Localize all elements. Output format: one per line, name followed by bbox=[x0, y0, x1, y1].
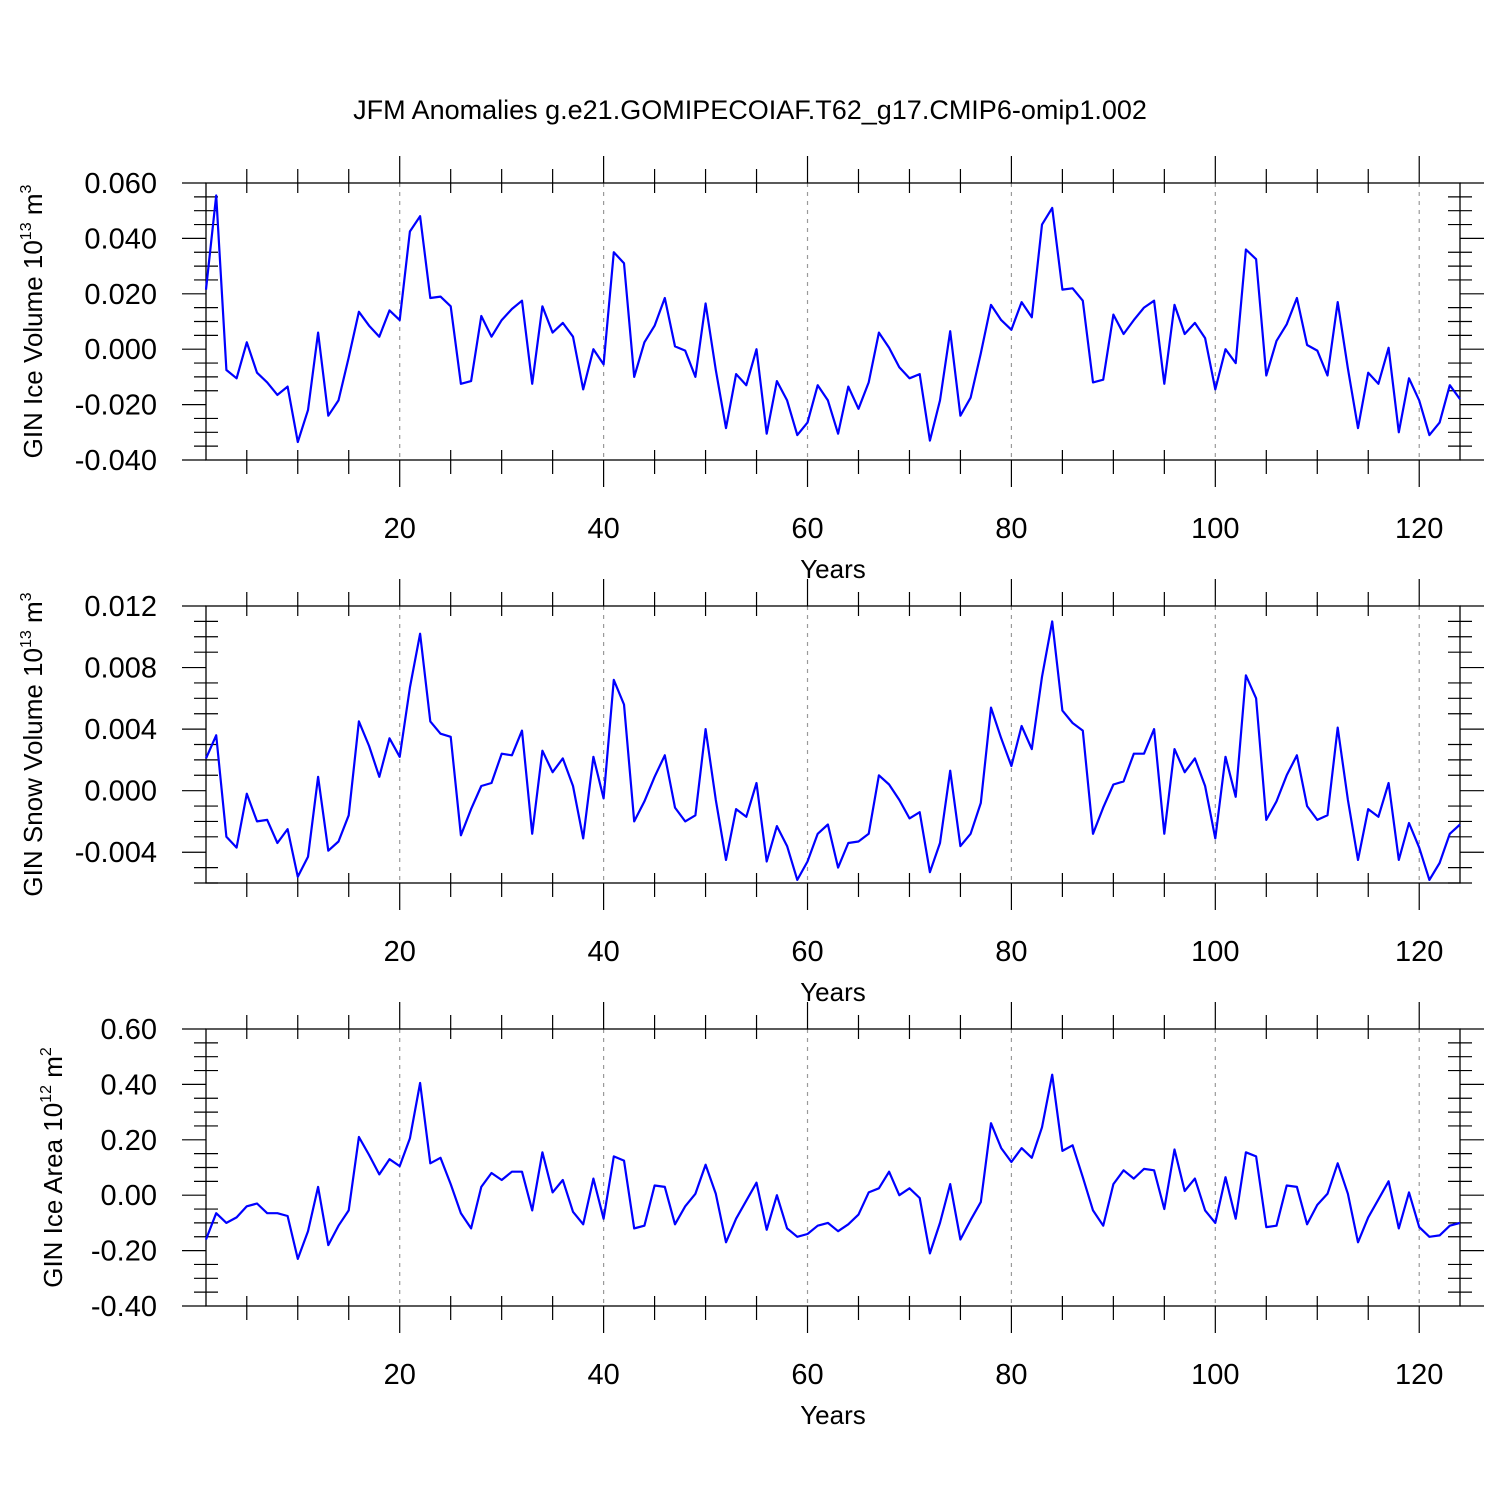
y-tick-label: 0.000 bbox=[84, 334, 157, 366]
panel-3: 20 40 60 80 100 120 -0.40 -0.20 0.00 0.20 0.40 0.60… bbox=[38, 1002, 1484, 1430]
y-tick-label: 0.40 bbox=[101, 1069, 157, 1101]
x-tick-label: 40 bbox=[587, 936, 619, 968]
y-tick-label: 0.008 bbox=[84, 653, 157, 685]
y-axis-label: GIN Snow Volume 1013 m3 bbox=[18, 592, 48, 896]
y-tick-label: 0.20 bbox=[101, 1125, 157, 1157]
series-line bbox=[204, 194, 1461, 444]
x-tick-label: 40 bbox=[587, 513, 619, 545]
y-tick-label: 0.012 bbox=[84, 591, 157, 623]
x-tick-label: 80 bbox=[995, 513, 1027, 545]
x-tick-label: 20 bbox=[384, 936, 416, 968]
x-tick-label: 80 bbox=[995, 936, 1027, 968]
x-tick-label: 20 bbox=[384, 513, 416, 545]
series-line bbox=[204, 1073, 1461, 1261]
panel-1: 20 40 60 80 100 120 -0.040 -0.020 0.000 0.020 0.04… bbox=[18, 156, 1484, 584]
y-axis-label: GIN Ice Area 1012 m2 bbox=[38, 1047, 68, 1288]
series-line bbox=[204, 620, 1461, 882]
x-tick-label: 60 bbox=[791, 936, 823, 968]
y-tick-label: -0.20 bbox=[91, 1236, 157, 1268]
panel-2: 20 40 60 80 100 120 -0.004 0.000 0.004 0.008 0.012… bbox=[18, 579, 1484, 1007]
x-tick-label: 120 bbox=[1395, 1359, 1443, 1391]
y-tick-label: 0.040 bbox=[84, 223, 157, 255]
y-tick-label: -0.020 bbox=[75, 390, 157, 422]
x-axis-label: Years bbox=[800, 554, 866, 584]
y-tick-label: -0.40 bbox=[91, 1291, 157, 1323]
x-tick-label: 60 bbox=[791, 1359, 823, 1391]
x-tick-label: 40 bbox=[587, 1359, 619, 1391]
plot-frame bbox=[205, 1028, 1461, 1307]
x-tick-label: 100 bbox=[1191, 513, 1239, 545]
x-tick-label: 120 bbox=[1395, 513, 1443, 545]
y-tick-label: 0.00 bbox=[101, 1180, 157, 1212]
x-axis-label: Years bbox=[800, 1400, 866, 1430]
x-tick-label: 100 bbox=[1191, 936, 1239, 968]
y-tick-label: -0.040 bbox=[75, 445, 157, 477]
x-axis-label: Years bbox=[800, 977, 866, 1007]
y-tick-label: 0.60 bbox=[101, 1014, 157, 1046]
x-tick-label: 80 bbox=[995, 1359, 1027, 1391]
x-tick-label: 120 bbox=[1395, 936, 1443, 968]
y-tick-label: -0.004 bbox=[75, 837, 157, 869]
figure-title: JFM Anomalies g.e21.GOMIPECOIAF.T62_g17.… bbox=[353, 95, 1147, 125]
x-tick-label: 60 bbox=[791, 513, 823, 545]
y-tick-label: 0.000 bbox=[84, 776, 157, 808]
y-tick-label: 0.020 bbox=[84, 279, 157, 311]
y-tick-label: 0.060 bbox=[84, 168, 157, 200]
x-tick-label: 100 bbox=[1191, 1359, 1239, 1391]
y-tick-label: 0.004 bbox=[84, 714, 157, 746]
x-tick-label: 20 bbox=[384, 1359, 416, 1391]
y-axis-label: GIN Ice Volume 1013 m3 bbox=[18, 184, 48, 458]
